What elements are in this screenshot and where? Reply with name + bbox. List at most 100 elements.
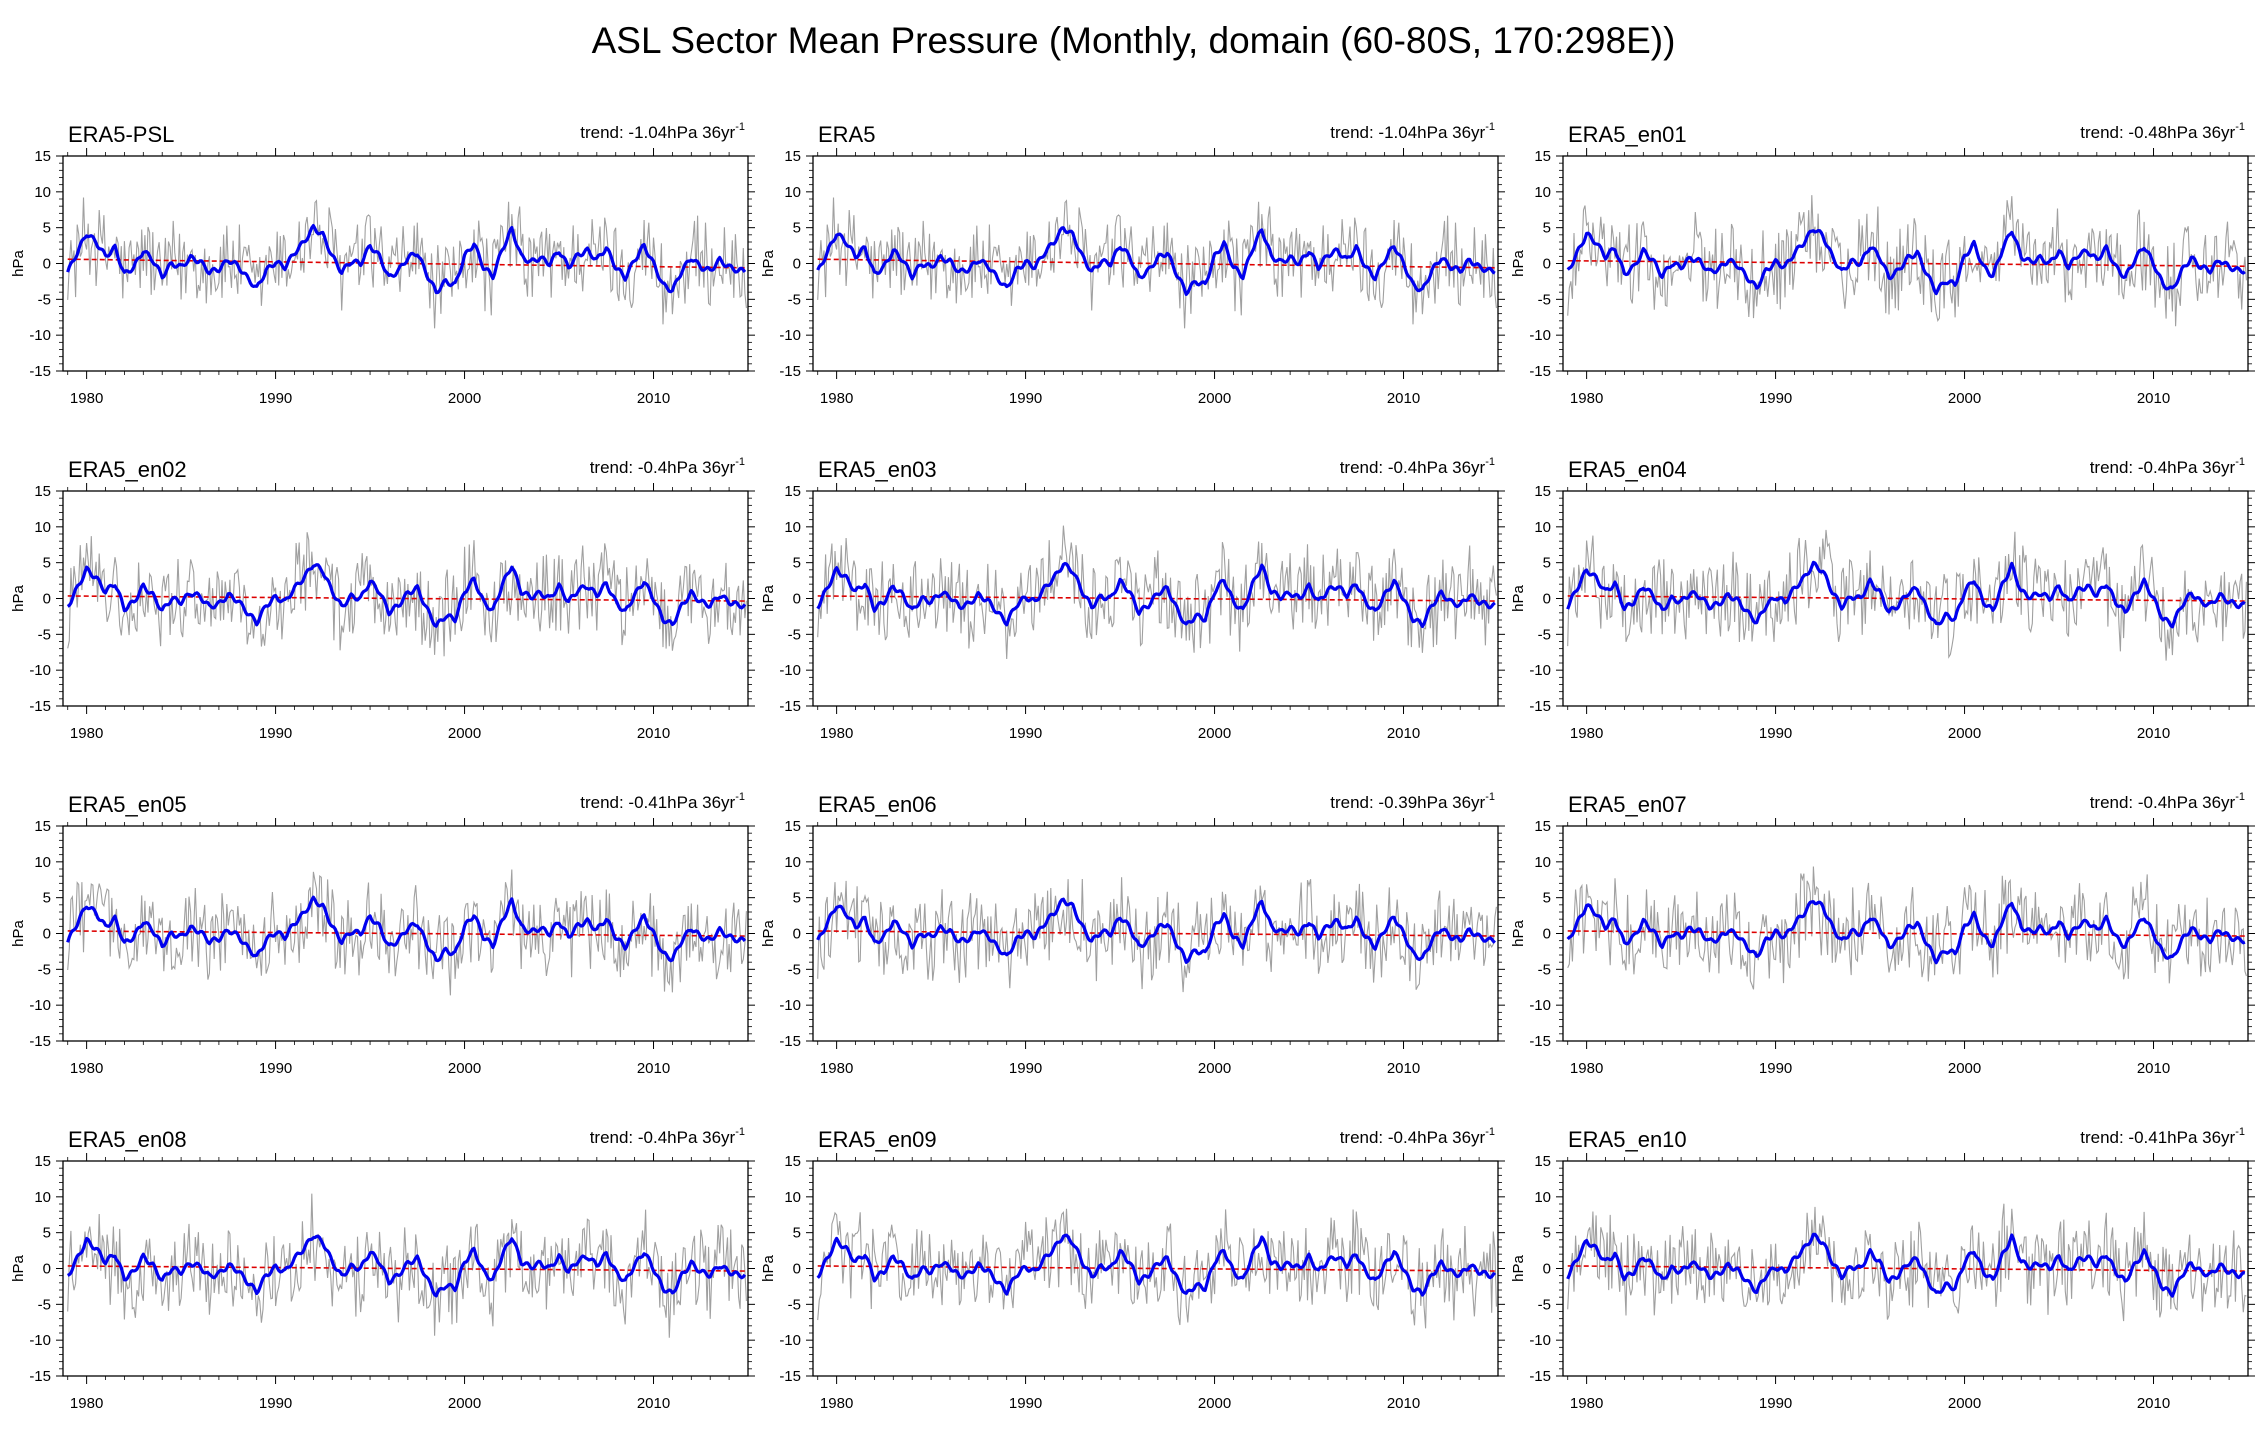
- y-tick-label: -5: [788, 1296, 801, 1313]
- trend-line: [817, 258, 1497, 269]
- y-tick-label: -15: [29, 1033, 51, 1050]
- plot-frame: [1562, 825, 2249, 1042]
- y-tick-label: 5: [1543, 555, 1551, 572]
- y-tick-label: 15: [34, 483, 51, 500]
- y-tick-label: 5: [793, 1225, 801, 1242]
- y-tick-label: 15: [1534, 483, 1551, 500]
- x-tick-label: 1990: [1009, 1395, 1042, 1412]
- panel-title: ERA5-PSL: [68, 122, 174, 147]
- monthly-series-line: [817, 1208, 1497, 1329]
- y-tick-label: 10: [34, 184, 51, 201]
- panel-title: ERA5_en05: [68, 792, 187, 817]
- trend-label: trend: -0.41hPa 36yr-1: [2080, 1126, 2245, 1147]
- y-tick-label: 10: [1534, 519, 1551, 536]
- y-tick-label: 5: [1543, 1225, 1551, 1242]
- y-tick-label: -10: [779, 327, 801, 344]
- y-tick-label: 0: [793, 591, 801, 608]
- x-tick-label: 1990: [1009, 725, 1042, 742]
- plot-frame: [62, 825, 749, 1042]
- x-tick-label: 1980: [1570, 725, 1603, 742]
- y-axis-label: hPa: [10, 585, 27, 612]
- trend-superscript: -1: [2235, 791, 2245, 803]
- y-tick-label: -15: [1529, 1368, 1551, 1385]
- y-tick-label: 10: [784, 519, 801, 536]
- x-tick-label: 2010: [2137, 1060, 2170, 1077]
- panel-era5_en06: ERA5_en06 trend: -0.39hPa 36yr-1 hPa 15 10 5 0…: [760, 791, 1505, 1077]
- plot-frame: [812, 490, 1499, 707]
- y-tick-label: -10: [29, 997, 51, 1014]
- trend-superscript: -1: [735, 791, 745, 803]
- monthly-series-line: [1567, 1203, 2247, 1322]
- smoothed-series-line: [66, 895, 747, 963]
- y-tick-label: 10: [1534, 1189, 1551, 1206]
- plot-area: [1566, 529, 2247, 661]
- smoothed-series-line: [816, 561, 1496, 629]
- smoothed-series-line: [1566, 560, 2246, 629]
- y-axis-label: hPa: [1510, 1255, 1527, 1282]
- y-tick-label: 5: [43, 1225, 51, 1242]
- x-tick-label: 2000: [448, 390, 481, 407]
- y-tick-label: 0: [1543, 926, 1551, 943]
- x-tick-label: 2000: [448, 725, 481, 742]
- y-tick-label: -10: [1529, 997, 1551, 1014]
- y-tick-label: 5: [1543, 220, 1551, 237]
- y-tick-label: 0: [1543, 1261, 1551, 1278]
- x-tick-label: 2010: [637, 1395, 670, 1412]
- plot-area: [816, 197, 1497, 329]
- trend-label: trend: -0.4hPa 36yr-1: [590, 1126, 745, 1147]
- y-axis-label: hPa: [760, 585, 777, 612]
- smoothed-series-line: [1566, 900, 2246, 965]
- trend-label: trend: -0.48hPa 36yr-1: [2080, 121, 2245, 142]
- smoothed-series-line: [1566, 229, 2246, 296]
- x-tick-label: 1990: [1759, 1060, 1792, 1077]
- panel-title: ERA5_en01: [1568, 122, 1687, 147]
- trend-label: trend: -0.4hPa 36yr-1: [2090, 456, 2245, 477]
- y-axis-label: hPa: [10, 250, 27, 277]
- x-tick-label: 1990: [1009, 390, 1042, 407]
- y-tick-label: -15: [1529, 1033, 1551, 1050]
- smoothed-series-line: [816, 226, 1496, 296]
- y-tick-label: 15: [34, 818, 51, 835]
- x-tick-label: 2010: [1387, 1395, 1420, 1412]
- plot-area: [816, 877, 1497, 993]
- x-tick-label: 1990: [1759, 1395, 1792, 1412]
- y-tick-label: 0: [793, 926, 801, 943]
- monthly-series-line: [1567, 866, 2247, 990]
- x-tick-label: 2000: [1948, 725, 1981, 742]
- trend-line: [1567, 595, 2247, 602]
- x-tick-label: 1990: [259, 1395, 292, 1412]
- x-tick-label: 1990: [259, 1060, 292, 1077]
- x-tick-label: 1980: [70, 1395, 103, 1412]
- x-tick-label: 2000: [448, 1395, 481, 1412]
- y-tick-label: 5: [793, 890, 801, 907]
- plot-frame: [62, 490, 749, 707]
- x-tick-label: 1990: [1759, 725, 1792, 742]
- y-tick-label: 5: [793, 555, 801, 572]
- y-tick-label: -5: [1538, 961, 1551, 978]
- smoothed-series-line: [1566, 1232, 2246, 1298]
- y-tick-label: 0: [43, 256, 51, 273]
- x-tick-label: 2010: [637, 725, 670, 742]
- y-tick-label: 0: [1543, 591, 1551, 608]
- y-tick-label: -10: [779, 662, 801, 679]
- plot-frame: [812, 825, 1499, 1042]
- trend-superscript: -1: [1485, 791, 1495, 803]
- smoothed-series-line: [816, 897, 1496, 964]
- y-tick-label: -15: [779, 698, 801, 715]
- panel-title: ERA5_en02: [68, 457, 187, 482]
- x-tick-label: 1990: [1759, 390, 1792, 407]
- y-axis-label: hPa: [10, 920, 27, 947]
- panel-era5-psl: ERA5-PSL trend: -1.04hPa 36yr-1 hPa 15 10 5 0 -…: [10, 121, 755, 407]
- y-tick-label: -10: [29, 662, 51, 679]
- y-tick-label: 15: [1534, 818, 1551, 835]
- y-axis-label: hPa: [760, 920, 777, 947]
- x-tick-label: 2000: [1198, 725, 1231, 742]
- x-tick-label: 2010: [2137, 1395, 2170, 1412]
- y-tick-label: 5: [1543, 890, 1551, 907]
- y-tick-label: 15: [1534, 1153, 1551, 1170]
- y-axis-label: hPa: [10, 1255, 27, 1282]
- y-tick-label: 15: [34, 1153, 51, 1170]
- panel-era5_en08: ERA5_en08 trend: -0.4hPa 36yr-1 hPa 15 10 5 0 -…: [10, 1126, 755, 1412]
- x-tick-label: 2000: [1948, 390, 1981, 407]
- x-tick-label: 1980: [70, 1060, 103, 1077]
